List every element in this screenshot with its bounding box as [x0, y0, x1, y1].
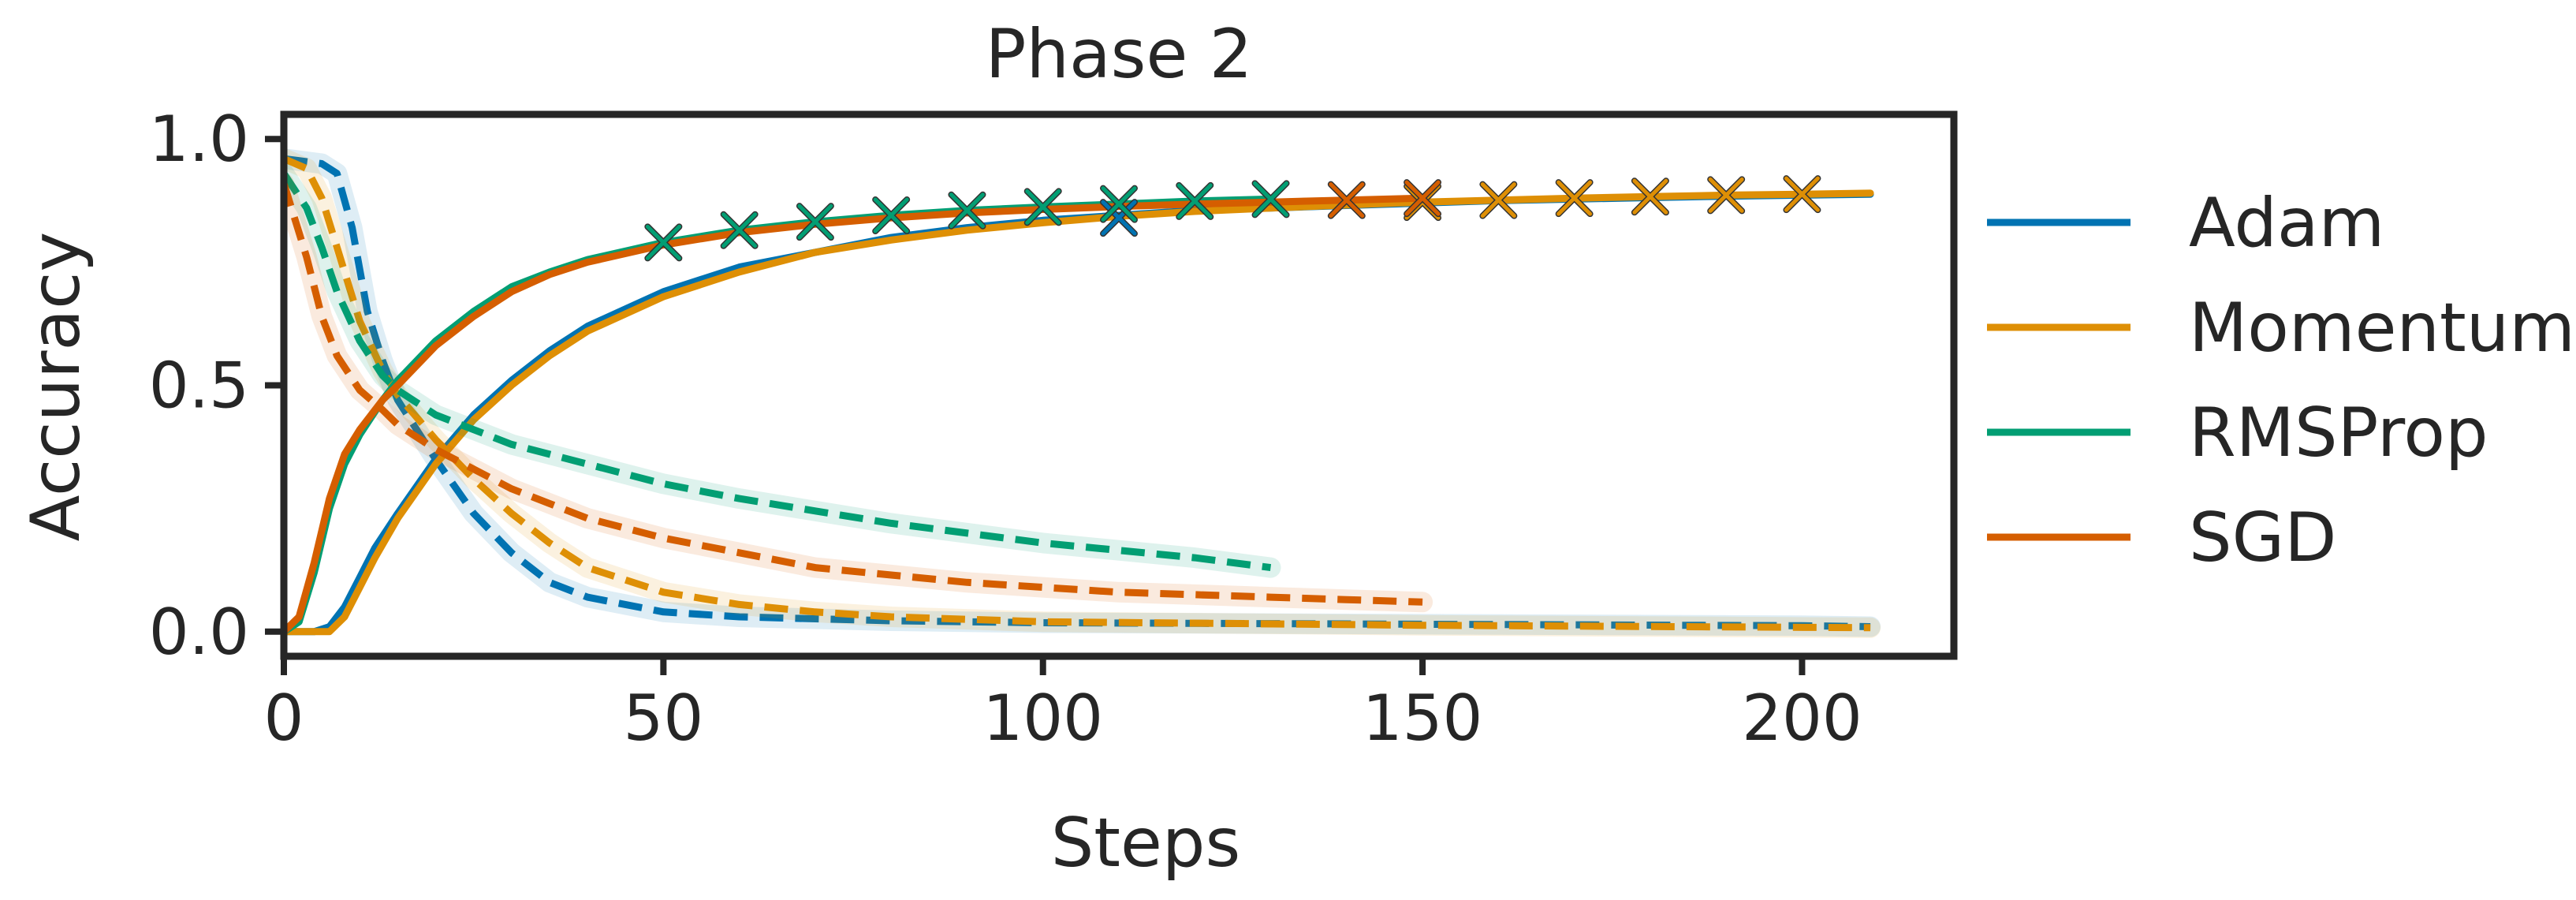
x-tick-label: 150 [1363, 682, 1483, 755]
x-tick-label: 0 [264, 682, 304, 755]
marker-rmsprop [1176, 181, 1214, 220]
chart-title: Phase 2 [986, 15, 1253, 94]
x-tick-label: 200 [1742, 682, 1862, 755]
series-group [284, 148, 1881, 638]
marker-rmsprop [1100, 185, 1138, 223]
marker-rmsprop [1023, 188, 1062, 226]
marker-rmsprop [796, 203, 834, 241]
marker-momentum [1783, 175, 1821, 214]
legend-item-rmsprop: RMSProp [1987, 394, 2488, 472]
marker-momentum [1631, 177, 1669, 216]
marker-momentum [1479, 181, 1518, 219]
x-tick-label: 100 [982, 682, 1103, 755]
marker-rmsprop [948, 191, 986, 230]
y-axis-label: Accuracy [17, 232, 95, 542]
y-tick-label: 0.5 [149, 349, 249, 423]
y-tick-label: 1.0 [149, 103, 249, 176]
legend-item-sgd: SGD [1987, 499, 2336, 577]
marker-adam [1100, 199, 1138, 237]
plot-area [280, 110, 1958, 660]
series-dashed-rmsprop [284, 171, 1272, 572]
marker-rmsprop [872, 196, 911, 235]
x-axis-label: Steps [1051, 804, 1241, 883]
marker-sgd [1327, 181, 1366, 219]
legend-label: Momentum [2189, 289, 2575, 368]
marker-rmsprop [1251, 180, 1290, 218]
axis-ticks: 0 50 100 150 200 0.0 0.5 1.0 [149, 103, 1862, 755]
series-dashed-sgd [284, 182, 1423, 606]
legend-item-adam: Adam [1987, 184, 2384, 263]
marker-momentum [1707, 176, 1746, 215]
legend-label: SGD [2189, 499, 2336, 577]
legend: Adam Momentum RMSProp SGD [1987, 184, 2575, 577]
series-line-momentum [284, 189, 1874, 636]
marker-sgd [1404, 179, 1442, 218]
legend-item-momentum: Momentum [1987, 289, 2575, 368]
marker-momentum [1555, 179, 1594, 218]
legend-label: Adam [2189, 184, 2384, 263]
x-tick-label: 50 [623, 682, 703, 755]
series-dashed-adam [284, 155, 1871, 630]
legend-label: RMSProp [2189, 394, 2488, 472]
series-band-rmsprop [284, 162, 1281, 578]
series-dashed-momentum [284, 155, 1871, 632]
marker-rmsprop [644, 223, 683, 262]
y-tick-label: 0.0 [149, 596, 249, 669]
marker-rmsprop [720, 211, 759, 249]
